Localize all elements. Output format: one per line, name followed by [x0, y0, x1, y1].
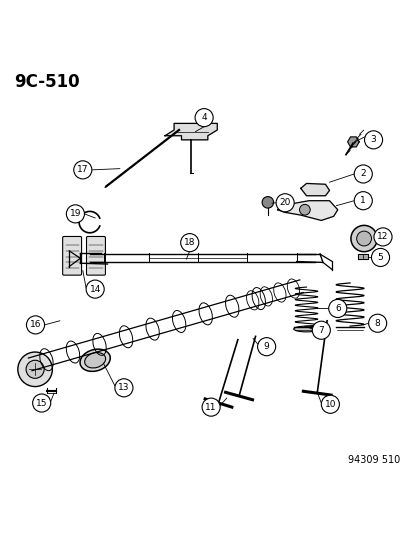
- Circle shape: [26, 360, 44, 378]
- Circle shape: [320, 395, 339, 413]
- Circle shape: [180, 233, 198, 252]
- Circle shape: [66, 205, 84, 223]
- Circle shape: [74, 161, 92, 179]
- FancyBboxPatch shape: [62, 237, 81, 275]
- Text: 5: 5: [377, 253, 382, 262]
- Text: 19: 19: [69, 209, 81, 219]
- Circle shape: [195, 109, 213, 127]
- Text: 2: 2: [360, 169, 365, 179]
- Circle shape: [350, 225, 376, 252]
- Circle shape: [368, 314, 386, 332]
- Text: 16: 16: [30, 320, 41, 329]
- Text: 9C-510: 9C-510: [14, 73, 79, 91]
- Circle shape: [299, 204, 309, 215]
- Text: 3: 3: [370, 135, 375, 144]
- Text: 8: 8: [374, 319, 380, 328]
- Circle shape: [26, 316, 45, 334]
- Circle shape: [115, 379, 133, 397]
- Text: 17: 17: [77, 165, 88, 174]
- Circle shape: [354, 192, 371, 210]
- Text: 94309 510: 94309 510: [347, 455, 399, 465]
- Text: 18: 18: [183, 238, 195, 247]
- Circle shape: [33, 394, 51, 412]
- Circle shape: [275, 193, 294, 212]
- FancyBboxPatch shape: [86, 237, 105, 275]
- Text: 12: 12: [376, 232, 388, 241]
- Ellipse shape: [80, 349, 110, 372]
- Circle shape: [356, 231, 370, 246]
- Polygon shape: [277, 201, 337, 221]
- Circle shape: [261, 197, 273, 208]
- Polygon shape: [347, 137, 358, 147]
- Text: 10: 10: [324, 400, 335, 409]
- Text: 1: 1: [360, 196, 365, 205]
- Polygon shape: [358, 254, 367, 259]
- Text: 14: 14: [89, 285, 101, 294]
- Text: 20: 20: [279, 198, 290, 207]
- Text: 9: 9: [263, 342, 269, 351]
- Circle shape: [86, 280, 104, 298]
- Circle shape: [311, 321, 330, 340]
- Circle shape: [18, 352, 52, 386]
- Circle shape: [354, 165, 371, 183]
- Circle shape: [373, 228, 391, 246]
- Circle shape: [370, 248, 389, 266]
- Text: 7: 7: [318, 326, 323, 335]
- Ellipse shape: [293, 326, 318, 332]
- Text: 15: 15: [36, 399, 47, 408]
- Circle shape: [363, 131, 382, 149]
- Ellipse shape: [85, 352, 105, 368]
- Text: 13: 13: [118, 383, 129, 392]
- Polygon shape: [300, 183, 329, 196]
- Text: 11: 11: [205, 402, 216, 411]
- Circle shape: [328, 300, 346, 318]
- Circle shape: [202, 398, 220, 416]
- Text: 4: 4: [201, 113, 206, 122]
- Polygon shape: [165, 124, 217, 140]
- Text: 6: 6: [334, 304, 340, 313]
- Circle shape: [257, 337, 275, 356]
